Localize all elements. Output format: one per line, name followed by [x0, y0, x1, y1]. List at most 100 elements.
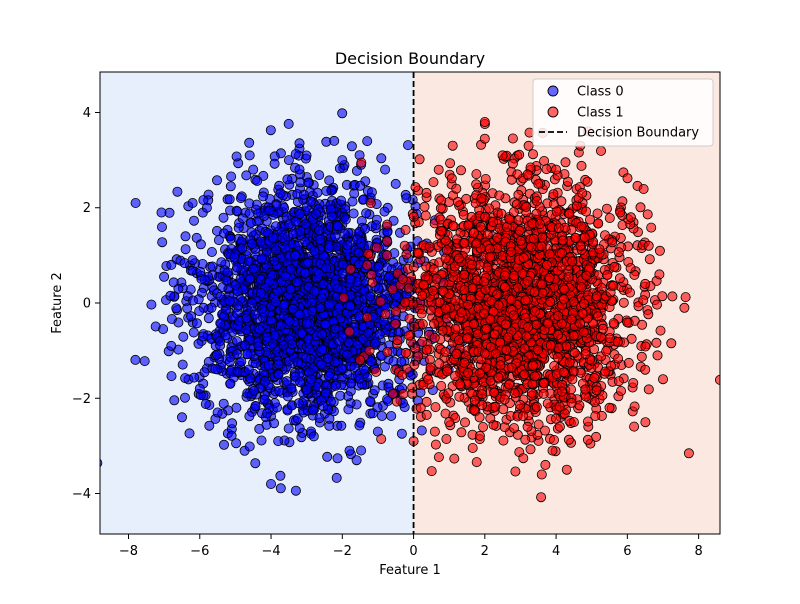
scatter-point-class-1 — [579, 232, 590, 243]
scatter-point-class-0 — [213, 235, 224, 246]
scatter-point-class-0 — [376, 410, 387, 421]
scatter-point-class-1 — [474, 368, 485, 379]
scatter-point-class-1 — [519, 369, 530, 380]
scatter-point-class-1 — [400, 297, 411, 308]
scatter-point-class-0 — [333, 302, 344, 313]
scatter-point-class-0 — [388, 356, 399, 367]
scatter-point-class-1 — [437, 325, 448, 336]
scatter-point-class-0 — [245, 273, 256, 284]
scatter-point-class-1 — [557, 235, 568, 246]
scatter-point-class-0 — [262, 408, 273, 419]
scatter-point-class-1 — [417, 319, 428, 330]
scatter-point-class-0 — [274, 385, 285, 396]
scatter-point-class-1 — [531, 401, 542, 412]
scatter-point-class-1 — [640, 417, 651, 428]
scatter-point-class-1 — [579, 298, 590, 309]
scatter-point-class-1 — [553, 223, 564, 234]
scatter-point-class-1 — [604, 212, 615, 223]
scatter-point-class-0 — [380, 164, 391, 175]
scatter-point-class-0 — [330, 231, 341, 242]
scatter-point-class-0 — [294, 138, 305, 149]
scatter-point-class-0 — [362, 136, 373, 147]
scatter-point-class-1 — [492, 289, 503, 300]
scatter-point-class-1 — [576, 160, 587, 171]
scatter-point-class-0 — [293, 398, 304, 409]
scatter-point-class-1 — [556, 196, 567, 207]
scatter-point-class-0 — [237, 243, 248, 254]
scatter-point-class-0 — [222, 267, 233, 278]
scatter-point-class-0 — [179, 392, 190, 403]
scatter-point-class-0 — [275, 188, 286, 199]
scatter-point-class-1 — [356, 157, 367, 168]
scatter-point-class-0 — [285, 264, 296, 275]
scatter-point-class-0 — [331, 472, 342, 483]
scatter-point-class-1 — [364, 345, 375, 356]
scatter-point-class-0 — [270, 221, 281, 232]
scatter-point-class-0 — [416, 425, 427, 436]
scatter-point-class-1 — [485, 314, 496, 325]
scatter-point-class-0 — [224, 296, 235, 307]
scatter-point-class-1 — [581, 270, 592, 281]
scatter-point-class-0 — [218, 439, 229, 450]
scatter-point-class-1 — [380, 309, 391, 320]
scatter-point-class-0 — [166, 340, 177, 351]
scatter-point-class-1 — [440, 346, 451, 357]
scatter-point-class-1 — [536, 492, 547, 503]
scatter-point-class-0 — [230, 279, 241, 290]
scatter-point-class-1 — [544, 272, 555, 283]
scatter-point-class-1 — [618, 297, 629, 308]
scatter-point-class-1 — [643, 384, 654, 395]
scatter-point-class-1 — [468, 319, 479, 330]
scatter-point-class-1 — [362, 260, 373, 271]
scatter-point-class-0 — [177, 359, 188, 370]
scatter-point-class-1 — [563, 272, 574, 283]
scatter-point-class-1 — [512, 169, 523, 180]
scatter-point-class-0 — [372, 402, 383, 413]
scatter-point-class-1 — [417, 290, 428, 301]
scatter-point-class-0 — [305, 196, 316, 207]
scatter-point-class-1 — [420, 210, 431, 221]
scatter-point-class-1 — [440, 253, 451, 264]
scatter-point-class-0 — [171, 303, 182, 314]
scatter-point-class-0 — [242, 349, 253, 360]
scatter-point-class-0 — [332, 221, 343, 232]
scatter-point-class-0 — [386, 410, 397, 421]
scatter-point-class-1 — [520, 434, 531, 445]
scatter-point-class-0 — [221, 275, 232, 286]
scatter-point-class-0 — [363, 328, 374, 339]
scatter-point-class-0 — [250, 458, 261, 469]
scatter-point-class-0 — [326, 211, 337, 222]
scatter-point-class-1 — [501, 344, 512, 355]
scatter-point-class-0 — [187, 255, 198, 266]
scatter-point-class-1 — [399, 240, 410, 251]
scatter-point-class-0 — [130, 354, 141, 365]
scatter-point-class-0 — [294, 164, 305, 175]
scatter-point-class-0 — [322, 451, 333, 462]
scatter-point-class-1 — [657, 291, 668, 302]
scatter-point-class-0 — [210, 364, 221, 375]
scatter-point-class-0 — [292, 357, 303, 368]
scatter-point-class-0 — [184, 428, 195, 439]
scatter-point-class-0 — [343, 404, 354, 415]
scatter-point-class-0 — [267, 232, 278, 243]
scatter-point-class-1 — [558, 367, 569, 378]
scatter-point-class-1 — [625, 287, 636, 298]
scatter-point-class-1 — [416, 308, 427, 319]
scatter-point-class-0 — [227, 418, 238, 429]
scatter-point-class-1 — [450, 371, 461, 382]
scatter-point-class-0 — [273, 436, 284, 447]
scatter-point-class-0 — [187, 197, 198, 208]
scatter-point-class-1 — [494, 190, 505, 201]
scatter-point-class-1 — [538, 388, 549, 399]
scatter-point-class-0 — [188, 215, 199, 226]
scatter-point-class-0 — [401, 193, 412, 204]
scatter-point-class-0 — [298, 189, 309, 200]
scatter-point-class-0 — [346, 141, 357, 152]
scatter-point-class-0 — [139, 356, 150, 367]
scatter-point-class-0 — [335, 390, 346, 401]
scatter-point-class-0 — [352, 234, 363, 245]
scatter-point-class-1 — [523, 322, 534, 333]
scatter-point-class-0 — [345, 274, 356, 285]
scatter-point-class-1 — [474, 412, 485, 423]
scatter-point-class-0 — [396, 428, 407, 439]
